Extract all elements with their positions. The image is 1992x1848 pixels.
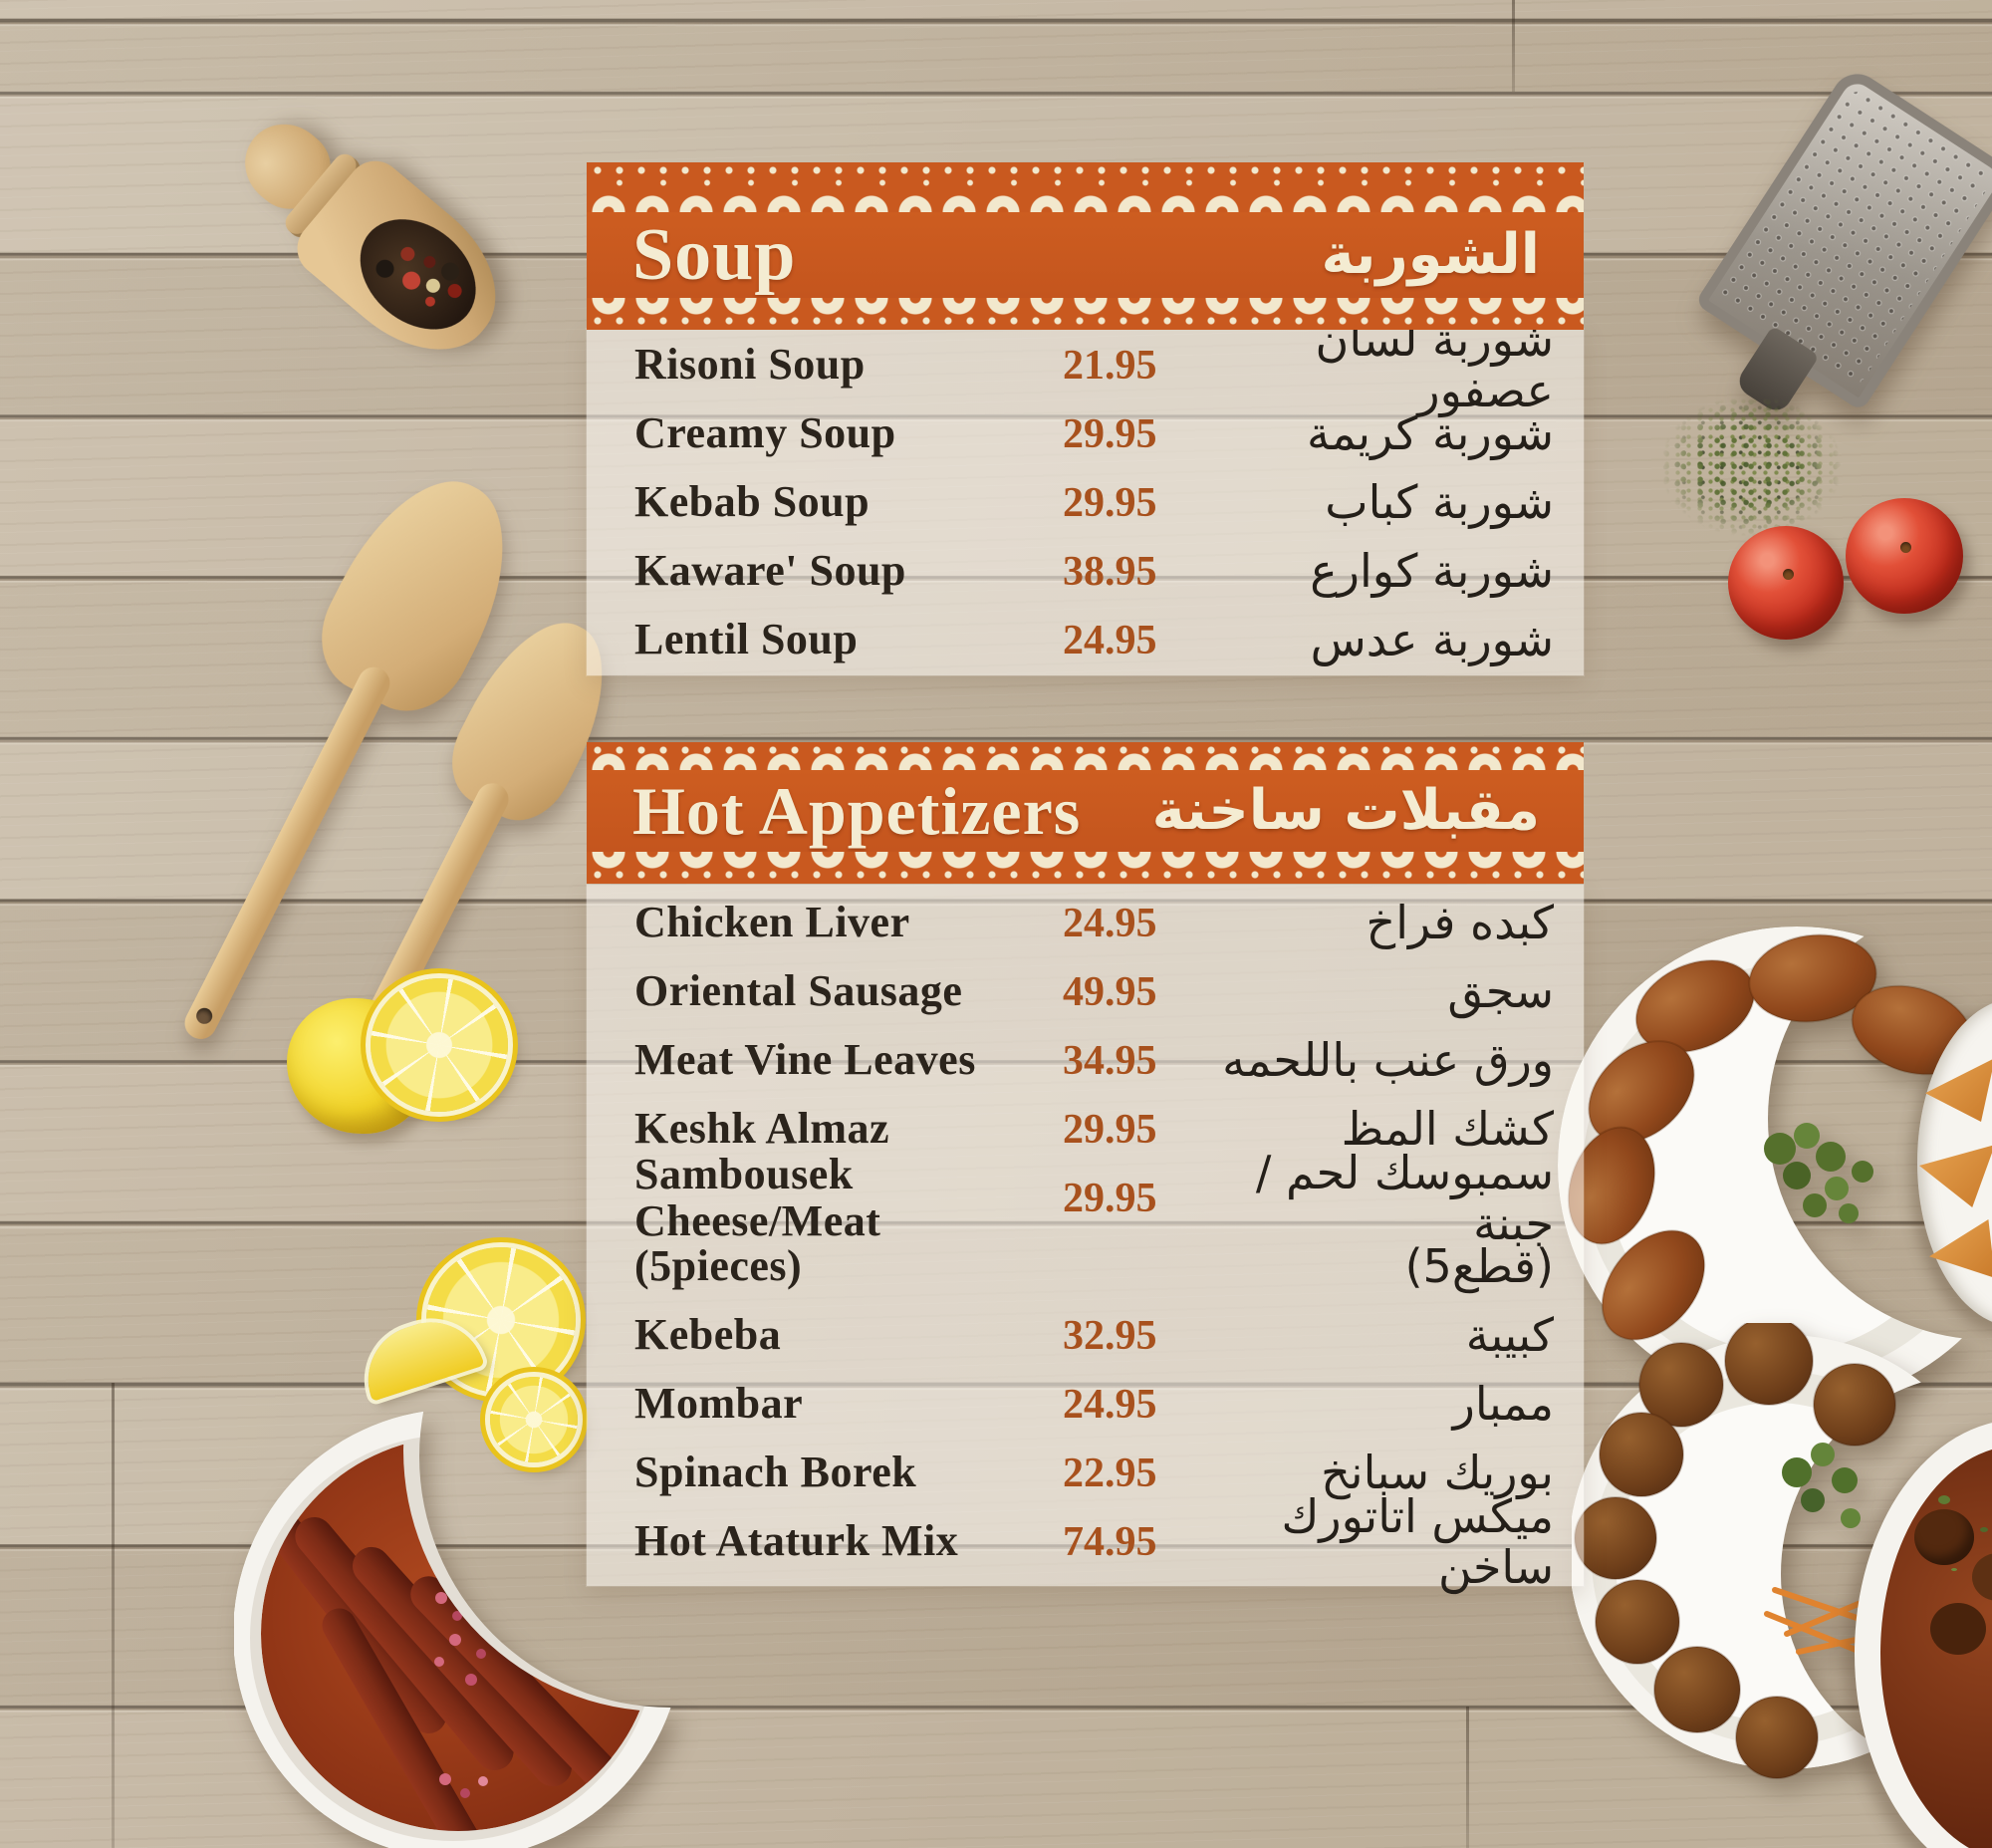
item-price: 24.95 (1063, 1381, 1157, 1428)
item-price: 24.95 (1063, 617, 1157, 663)
item-name-ar: ميكس اتاتورك ساخن (1281, 1488, 1554, 1594)
item-name-ar: كبده فراخ (1366, 896, 1555, 950)
menu-item-row: Lentil Soup 24.95 شوربة عدس (587, 606, 1584, 674)
item-name-en: Keshk Almaz (634, 1104, 890, 1154)
hot-appetizers-section-header: Hot Appetizers مقبلات ساخنة (587, 742, 1584, 884)
item-name-ar-line2: (5قطع) (1404, 1239, 1554, 1294)
item-price: 29.95 (1063, 1175, 1157, 1221)
item-name-en: Kebab Soup (634, 477, 871, 527)
sambousek-pastry (1919, 1145, 1992, 1207)
item-price: 29.95 (1063, 1106, 1157, 1153)
stew-sauce (1880, 1446, 1992, 1848)
item-name-en: Oriental Sausage (634, 966, 963, 1016)
wood-seam (1512, 0, 1515, 92)
lemon-slice-prop (371, 978, 508, 1112)
item-name-ar: شوربة كريمة (1307, 406, 1554, 461)
item-name-ar: بوريك سبانخ (1321, 1446, 1554, 1500)
item-name-ar: سمبوسك لحم /جبنة (1255, 1145, 1554, 1250)
section-header-bar: Soup الشوربة (587, 212, 1584, 298)
item-name-en: Hot Ataturk Mix (634, 1516, 959, 1566)
menu-item-row: Meat Vine Leaves 34.95 ورق عنب باللحمه (587, 1026, 1584, 1095)
item-name-ar: شوربة عدس (1310, 613, 1554, 667)
section-title-ar: الشوربة (1321, 222, 1540, 287)
menu-item-row: Oriental Sausage 49.95 سجق (587, 957, 1584, 1026)
item-price: 32.95 (1063, 1312, 1157, 1359)
item-name-en: Chicken Liver (634, 898, 910, 947)
lace-border-bottom (587, 852, 1584, 884)
kibbeh-plate-prop (1558, 926, 1992, 1405)
item-price: 29.95 (1063, 410, 1157, 457)
grater-face (1694, 64, 1992, 412)
item-name-ar: شوربة كباب (1325, 475, 1554, 530)
soup-panel: Risoni Soup 21.95 شوربة لسان عصفور Cream… (587, 315, 1584, 675)
item-name-ar-group: سمبوسك لحم /جبنة (5قطع) (1190, 1145, 1554, 1301)
item-price: 29.95 (1063, 479, 1157, 526)
item-name-ar: سجق (1447, 964, 1554, 1019)
section-title-ar: مقبلات ساخنة (1151, 778, 1540, 843)
lace-border-top (587, 742, 1584, 770)
item-name-ar: شوربة لسان عصفور (1315, 312, 1554, 417)
menu-item-row: Chicken Liver 24.95 كبده فراخ (587, 889, 1584, 957)
item-name-ar: ورق عنب باللحمه (1222, 1033, 1554, 1088)
item-name-en: Spinach Borek (634, 1448, 917, 1497)
menu-item-row: Risoni Soup 21.95 شوربة لسان عصفور (587, 315, 1584, 415)
menu-item-row: Mombar 24.95 ممبار (587, 1370, 1584, 1439)
item-name-en: Lentil Soup (634, 615, 859, 664)
sambousek-pastry (1925, 1058, 1992, 1122)
wood-seam (1466, 1707, 1469, 1848)
hot-appetizers-panel: Chicken Liver 24.95 كبده فراخ Oriental S… (587, 885, 1584, 1592)
item-price: 49.95 (1063, 968, 1157, 1015)
item-name-en: Kaware' Soup (634, 546, 906, 596)
cheese-grater-prop (1668, 64, 1992, 451)
menu-item-row: Kebab Soup 29.95 شوربة كباب (587, 468, 1584, 537)
item-name-en: Sambousek Cheese/Meat (634, 1150, 881, 1245)
item-name-en: Creamy Soup (634, 408, 896, 458)
item-price: 24.95 (1063, 900, 1157, 946)
item-price: 22.95 (1063, 1450, 1157, 1496)
item-name-ar: ممبار (1452, 1377, 1554, 1432)
dried-herbs-prop (1661, 396, 1841, 536)
menu-item-row: Keshk Almaz 29.95 كشك المظ (587, 1095, 1584, 1164)
menu-item-row: Kaware' Soup 38.95 شوربة كوارع (587, 537, 1584, 606)
item-name-ar: كشك المظ (1341, 1102, 1554, 1157)
item-name-en-line2: (5pieces) (634, 1241, 803, 1291)
item-name-en: Risoni Soup (634, 340, 866, 390)
menu-item-row: Sambousek Cheese/Meat (5pieces) 29.95 سم… (587, 1145, 1584, 1301)
item-price: 74.95 (1063, 1518, 1157, 1565)
tomato-prop (1846, 498, 1963, 614)
item-name-en: Kebeba (634, 1310, 782, 1360)
menu-item-row: Creamy Soup 29.95 شوربة كريمة (587, 399, 1584, 468)
menu-item-row: Hot Ataturk Mix 74.95 ميكس اتاتورك ساخن (587, 1491, 1584, 1592)
lace-border-bottom (587, 298, 1584, 330)
stew-garnish (1938, 1495, 1950, 1504)
menu-item-row: Kebeba 32.95 كبيبة (587, 1301, 1584, 1370)
item-name-en: Meat Vine Leaves (634, 1035, 976, 1085)
wood-seam (112, 1383, 115, 1848)
section-header-bar: Hot Appetizers مقبلات ساخنة (587, 770, 1584, 852)
section-title-en: Hot Appetizers (632, 773, 1082, 849)
tomato-prop (1728, 526, 1844, 640)
item-price: 21.95 (1063, 342, 1157, 389)
menu-item-row: Spinach Borek 22.95 بوريك سبانخ (587, 1439, 1584, 1507)
lace-border-top (587, 162, 1584, 212)
sausage-bowl-prop (234, 1409, 683, 1848)
soup-section-header: Soup الشوربة (587, 162, 1584, 330)
item-name-ar: شوربة كوارع (1310, 544, 1554, 599)
stew-meat (1914, 1509, 1974, 1565)
item-name-en: Mombar (634, 1379, 804, 1429)
section-title-en: Soup (632, 214, 797, 296)
wooden-scoop-prop (206, 81, 531, 388)
item-price: 38.95 (1063, 548, 1157, 595)
item-name-en-group: Sambousek Cheese/Meat (5pieces) (634, 1150, 1063, 1301)
item-name-ar: كبيبة (1465, 1308, 1554, 1363)
item-price: 34.95 (1063, 1037, 1157, 1084)
